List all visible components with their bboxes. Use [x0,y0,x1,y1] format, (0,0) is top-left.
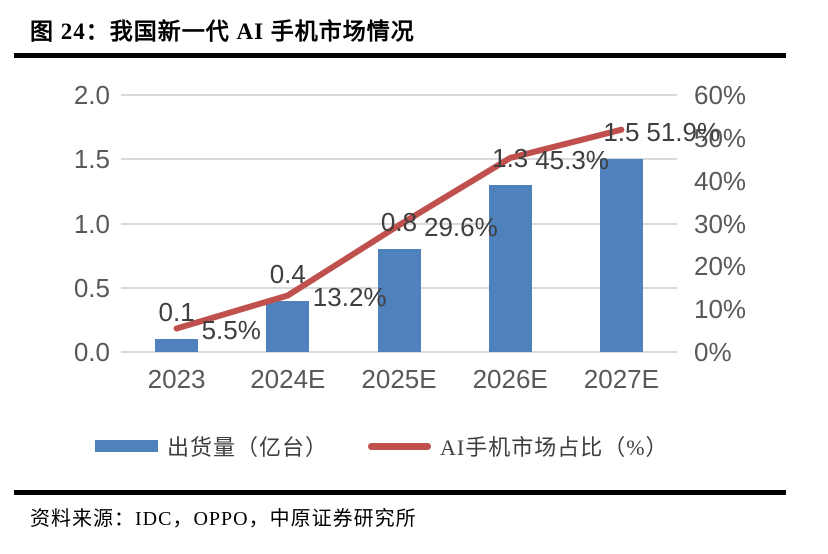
left-axis-tick-label: 0.0 [73,337,110,367]
line-value-label: 45.3% [535,144,609,175]
line-value-label: 29.6% [424,212,498,243]
source-note: 资料来源：IDC，OPPO，中原证券研究所 [30,508,417,530]
left-axis-tick-label: 0.5 [73,272,110,303]
x-axis-category-label: 2025E [361,364,437,394]
bar-series-swatch [95,440,158,452]
market-share-line [173,126,625,332]
right-axis-tick-label: 0% [694,337,732,367]
bar [599,159,643,352]
line-value-label: 51.9% [646,116,721,147]
bar-value-label: 0.4 [269,258,306,289]
left-axis-tick-label: 1.0 [73,208,110,239]
right-axis-tick-label: 40% [694,165,747,196]
figure-title: 图 24：我国新一代 AI 手机市场情况 [30,19,415,44]
right-axis-tick-label: 20% [694,251,747,282]
line-series-swatch [368,442,432,450]
line-path [173,126,625,332]
x-axis-category-label: 2023 [147,364,206,394]
bar [266,300,310,352]
bar-value-label: 1.3 [492,142,529,173]
legend-label-shipments: 出货量（亿台） [167,435,329,460]
x-axis-category-label: 2024E [250,364,326,394]
chart-legend: 出货量（亿台） AI手机市场占比（%） [95,430,669,462]
x-axis-category-label: 2026E [472,364,548,394]
right-axis-tick-label: 30% [694,208,747,239]
bar [155,339,199,352]
right-axis-tick-label: 50% [694,122,747,153]
grid-line [121,158,677,161]
left-axis-tick-label: 2.0 [73,80,110,110]
legend-item-shipments: 出货量（亿台） [95,430,328,462]
grid-line [121,94,677,96]
bar-value-label: 1.5 [603,117,640,148]
legend-item-market-share: AI手机市场占比（%） [368,430,669,462]
line-value-label: 13.2% [312,282,387,313]
right-axis-tick-label: 10% [694,294,747,325]
footer-separator [14,490,786,495]
legend-label-market-share: AI手机市场占比（%） [440,435,669,460]
x-axis-category-label: 2027E [583,364,659,394]
left-axis-tick-label: 1.5 [73,144,110,175]
title-separator [14,53,786,58]
grid-line [121,351,677,353]
bar-value-label: 0.8 [380,207,418,238]
bar-value-label: 0.1 [158,297,195,328]
right-axis-tick-label: 60% [694,80,747,110]
bar [377,249,421,352]
bar [488,184,532,352]
line-value-label: 5.5% [201,315,261,346]
